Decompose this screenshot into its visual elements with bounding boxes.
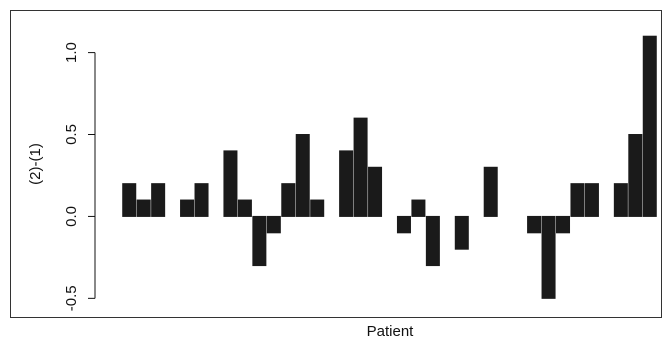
- y-tick-label: 1.0: [63, 42, 80, 63]
- bar: [368, 166, 383, 217]
- bar: [541, 215, 556, 299]
- bar: [483, 166, 498, 217]
- bar: [180, 199, 195, 217]
- bar: [310, 199, 325, 217]
- bar: [628, 134, 643, 217]
- bar: [194, 183, 209, 217]
- bar: [151, 183, 166, 217]
- bar: [411, 199, 426, 217]
- bar: [613, 183, 628, 217]
- y-axis-label: (2)-(1): [27, 143, 44, 185]
- bar: [266, 215, 281, 234]
- bar: [527, 215, 542, 234]
- x-axis-label: Patient: [367, 323, 415, 340]
- bar: [584, 183, 599, 217]
- bar: [122, 183, 137, 217]
- y-tick-label: -0.5: [63, 285, 80, 311]
- bar: [425, 215, 440, 267]
- bar: [223, 150, 238, 217]
- y-tick-label: 0.0: [63, 206, 80, 227]
- bar: [252, 215, 267, 267]
- bar: [396, 215, 411, 234]
- plot-frame: [10, 10, 662, 318]
- y-tick-label: 0.5: [63, 124, 80, 145]
- bar: [136, 199, 151, 217]
- bar: [281, 183, 296, 217]
- bar: [454, 215, 469, 250]
- bar: [237, 199, 252, 217]
- bar: [642, 35, 657, 217]
- bar: [353, 117, 368, 217]
- bar: [339, 150, 354, 217]
- bar: [570, 183, 585, 217]
- bar: [295, 134, 310, 217]
- bar: [556, 215, 571, 234]
